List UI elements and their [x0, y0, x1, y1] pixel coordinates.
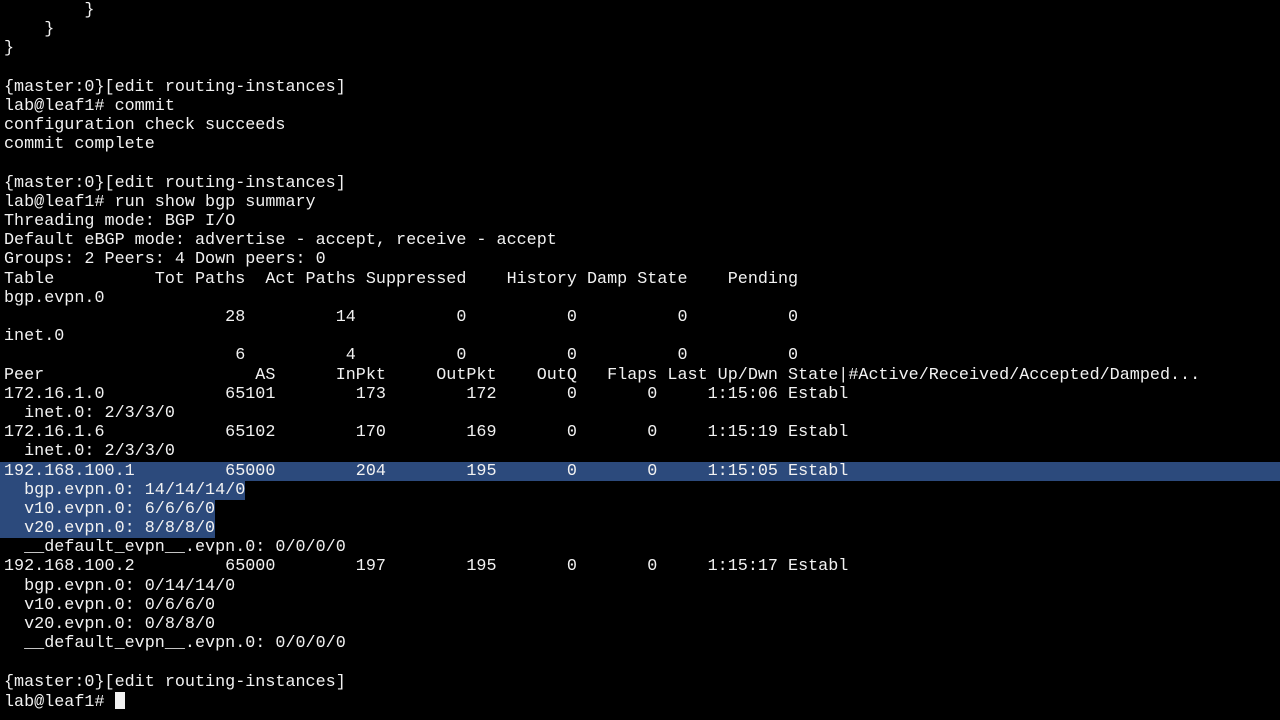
terminal-line-selected: v10.evpn.0: 6/6/6/0 [0, 499, 1280, 519]
line-text: lab@leaf1# [4, 692, 115, 712]
terminal-line: } [4, 1, 1280, 20]
terminal-line: Groups: 2 Peers: 4 Down peers: 0 [4, 250, 1280, 269]
line-text: bgp.evpn.0: 14/14/14/0 [0, 480, 246, 500]
line-text: bgp.evpn.0 [4, 288, 105, 308]
line-text: 172.16.1.6 65102 170 169 0 0 1:15:19 Est… [4, 423, 849, 443]
line-text: inet.0: 2/3/3/0 [4, 442, 175, 462]
terminal-line [4, 59, 1280, 78]
line-text: configuration check succeeds [4, 116, 286, 136]
terminal-line: bgp.evpn.0: 0/14/14/0 [4, 577, 1280, 596]
line-text: inet.0: 2/3/3/0 [4, 403, 175, 423]
line-text: } [4, 39, 15, 59]
terminal-line: __default_evpn__.evpn.0: 0/0/0/0 [4, 538, 1280, 557]
terminal-line: configuration check succeeds [4, 116, 1280, 135]
terminal-line: Threading mode: BGP I/O [4, 212, 1280, 231]
terminal-line: inet.0: 2/3/3/0 [4, 442, 1280, 461]
line-text: lab@leaf1# run show bgp summary [4, 192, 316, 212]
terminal-line-selected: 192.168.100.1 65000 204 195 0 0 1:15:05 … [0, 461, 1280, 481]
line-text: {master:0}[edit routing-instances] [4, 173, 346, 193]
line-text: lab@leaf1# commit [4, 96, 175, 116]
terminal-line: 6 4 0 0 0 0 [4, 346, 1280, 365]
terminal-line [4, 653, 1280, 672]
cursor-block-icon [114, 691, 125, 709]
terminal-line: bgp.evpn.0 [4, 289, 1280, 308]
line-text: {master:0}[edit routing-instances] [4, 77, 346, 97]
terminal-line: __default_evpn__.evpn.0: 0/0/0/0 [4, 634, 1280, 653]
terminal-line: Table Tot Paths Act Paths Suppressed His… [4, 270, 1280, 289]
line-text: commit complete [4, 135, 155, 155]
terminal-line: lab@leaf1# commit [4, 97, 1280, 116]
terminal-line: commit complete [4, 135, 1280, 154]
terminal-line-selected: v20.evpn.0: 8/8/8/0 [0, 519, 1280, 539]
line-text: v20.evpn.0: 8/8/8/0 [0, 519, 216, 539]
line-text: __default_evpn__.evpn.0: 0/0/0/0 [4, 538, 346, 558]
line-text: Threading mode: BGP I/O [4, 212, 236, 232]
line-text: Groups: 2 Peers: 4 Down peers: 0 [4, 250, 326, 270]
line-text: 172.16.1.0 65101 173 172 0 0 1:15:06 Est… [4, 384, 849, 404]
terminal-line: 192.168.100.2 65000 197 195 0 0 1:15:17 … [4, 557, 1280, 576]
line-text: v20.evpn.0: 0/8/8/0 [4, 615, 216, 634]
terminal-line: v10.evpn.0: 0/6/6/0 [4, 596, 1280, 615]
terminal-line: {master:0}[edit routing-instances] [4, 174, 1280, 193]
line-text: __default_evpn__.evpn.0: 0/0/0/0 [4, 634, 346, 654]
line-text: } [4, 1, 95, 20]
terminal-line: lab@leaf1# run show bgp summary [4, 193, 1280, 212]
line-text: Peer AS InPkt OutPkt OutQ Flaps Last Up/… [4, 365, 1201, 385]
line-text: {master:0}[edit routing-instances] [4, 672, 346, 692]
terminal-line: 172.16.1.0 65101 173 172 0 0 1:15:06 Est… [4, 385, 1280, 404]
line-text: Default eBGP mode: advertise - accept, r… [4, 231, 557, 251]
line-text: 192.168.100.2 65000 197 195 0 0 1:15:17 … [4, 557, 849, 577]
terminal-line: } [4, 20, 1280, 39]
terminal-line: inet.0: 2/3/3/0 [4, 404, 1280, 423]
line-text: bgp.evpn.0: 0/14/14/0 [4, 576, 236, 596]
line-text: v10.evpn.0: 0/6/6/0 [4, 595, 216, 615]
terminal-line: {master:0}[edit routing-instances] [4, 78, 1280, 97]
terminal-line [4, 155, 1280, 174]
terminal-line: 28 14 0 0 0 0 [4, 308, 1280, 327]
terminal-line: Default eBGP mode: advertise - accept, r… [4, 231, 1280, 250]
terminal-line: Peer AS InPkt OutPkt OutQ Flaps Last Up/… [4, 366, 1280, 385]
line-text: 28 14 0 0 0 0 [4, 308, 799, 327]
terminal-line: v20.evpn.0: 0/8/8/0 [4, 615, 1280, 634]
line-text: 6 4 0 0 0 0 [4, 346, 799, 366]
terminal-line: } [4, 39, 1280, 58]
terminal-line: {master:0}[edit routing-instances] [4, 673, 1280, 692]
terminal-line-selected: bgp.evpn.0: 14/14/14/0 [0, 480, 1280, 500]
line-text: Table Tot Paths Act Paths Suppressed His… [4, 269, 799, 289]
terminal-line: lab@leaf1# [4, 691, 1280, 712]
line-text: inet.0 [4, 327, 65, 347]
terminal-line: inet.0 [4, 327, 1280, 346]
line-text: 192.168.100.1 65000 204 195 0 0 1:15:05 … [4, 461, 849, 481]
terminal-line: 172.16.1.6 65102 170 169 0 0 1:15:19 Est… [4, 423, 1280, 442]
line-text: v10.evpn.0: 6/6/6/0 [0, 499, 216, 519]
line-text: } [4, 20, 55, 40]
